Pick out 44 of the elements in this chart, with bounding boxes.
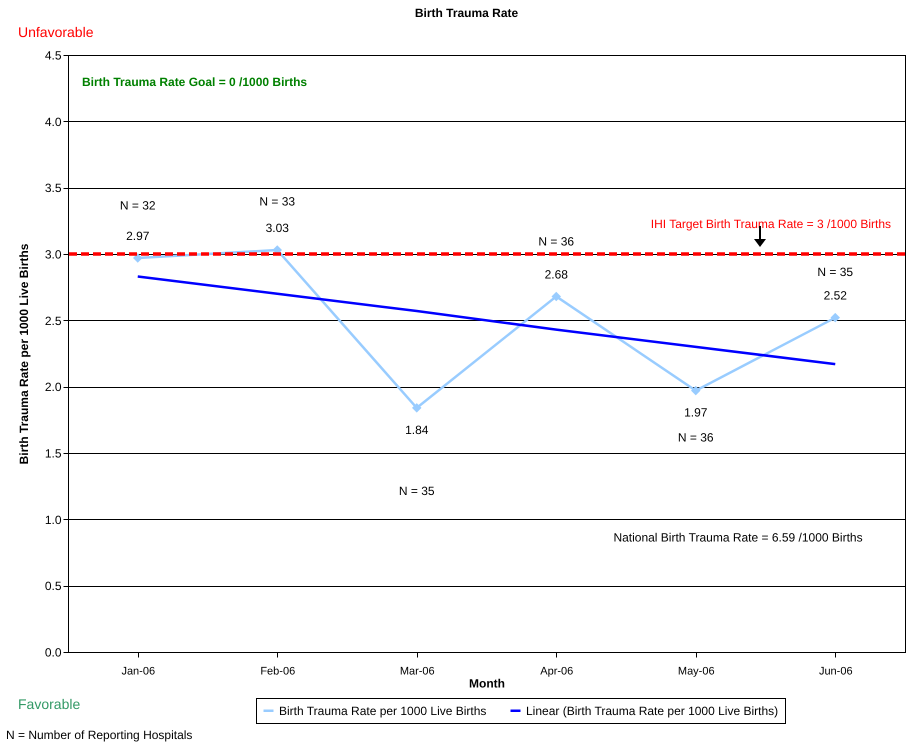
point (552, 292, 561, 302)
ref-line-label: IHI Target Birth Trauma Rate = 3 /1000 Births (650, 217, 891, 231)
text: Favorable (18, 696, 80, 712)
annotation: National Birth Trauma Rate = 6.59 /1000 Births (613, 530, 863, 545)
y-tick-label: 4.0 (44, 114, 62, 129)
data-label: 2.52 (824, 288, 848, 303)
legend-label: Birth Trauma Rate per 1000 Live Births (279, 704, 486, 718)
annotation: N = 36 (678, 430, 714, 445)
text: Unfavorable (18, 24, 94, 40)
point (691, 386, 700, 396)
y-tick-label: 0.5 (44, 579, 62, 594)
chart-title: Birth Trauma Rate (414, 6, 519, 20)
x-tick-label: Jan-06 (121, 666, 156, 678)
y-tick-label: 1.5 (44, 446, 62, 460)
point (133, 253, 142, 263)
text: N = Number of Reporting Hospitals (6, 728, 192, 742)
y-tick-label: 4.5 (44, 48, 62, 62)
data-label: 1.97 (684, 406, 708, 420)
y-tick-label: 2.5 (44, 314, 62, 328)
data-label: 2.68 (544, 267, 568, 282)
data-label: 3.03 (266, 221, 290, 236)
y-tick-label: 0.0 (44, 646, 62, 660)
x-tick-label: Mar-06 (400, 666, 435, 678)
y-tick-label: 3.5 (44, 181, 62, 196)
x-tick-label: May-06 (678, 666, 715, 678)
annotation: N = 35 (398, 484, 435, 498)
y-tick-label: 1.0 (44, 512, 62, 527)
y-axis-title: Birth Trauma Rate per 1000 Live Births (16, 243, 31, 464)
annotation: N = 35 (817, 264, 854, 279)
point (830, 312, 840, 322)
point (412, 403, 422, 413)
x-tick-label: Apr-06 (540, 666, 574, 678)
x-axis-title: Month (469, 676, 505, 690)
annotation: N = 36 (538, 234, 574, 248)
x-tick-label: Feb-06 (260, 666, 296, 678)
annotation: Birth Trauma Rate Goal = 0 /1000 Births (82, 75, 308, 89)
data-label: 1.84 (405, 422, 429, 437)
annotation: N = 33 (259, 194, 296, 209)
y-tick-label: 2.0 (44, 380, 62, 394)
y-tick-label: 3.0 (44, 248, 62, 262)
annotation: N = 32 (120, 198, 156, 213)
data-label: 2.97 (126, 228, 150, 243)
legend-label: Linear (Birth Trauma Rate per 1000 Live Births) (526, 704, 778, 718)
x-tick-label: Jun-06 (818, 666, 853, 678)
